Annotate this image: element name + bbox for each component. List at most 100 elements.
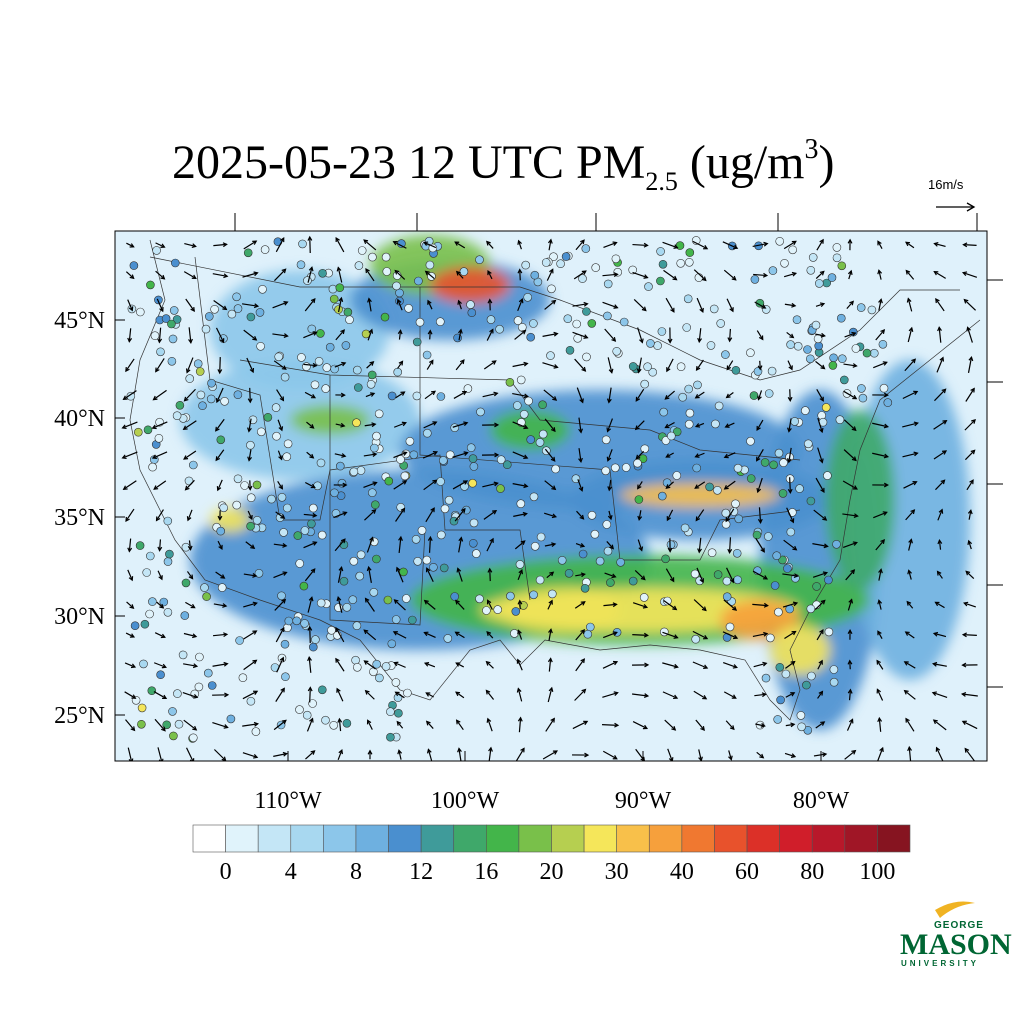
wind-vector <box>337 296 344 313</box>
wind-shaft <box>275 511 285 519</box>
wind-shaft <box>306 451 314 459</box>
station <box>516 499 526 509</box>
wind-shaft <box>844 332 856 338</box>
wind-head <box>253 303 260 309</box>
wind-vector <box>398 535 403 554</box>
wind-head <box>340 538 346 544</box>
colorbar-swatch <box>714 824 748 853</box>
wind-head <box>130 726 136 732</box>
wind-vector <box>785 692 796 698</box>
wind-vector <box>364 689 375 700</box>
station <box>786 340 795 349</box>
wind-shaft <box>964 748 976 761</box>
station <box>401 594 411 603</box>
station <box>352 662 362 672</box>
wind-vector <box>487 298 493 311</box>
station <box>335 461 345 471</box>
wind-head <box>365 268 370 274</box>
wind-vector <box>903 481 918 489</box>
wind-shaft <box>363 481 377 489</box>
station <box>524 396 533 406</box>
wind-head <box>152 395 158 401</box>
wind-head <box>281 719 287 725</box>
wind-head <box>456 567 462 573</box>
wind-shaft <box>757 390 763 400</box>
wind-head <box>697 337 703 344</box>
wind-head <box>883 482 889 488</box>
station <box>666 540 676 550</box>
wind-vector <box>155 242 166 248</box>
station <box>316 329 325 338</box>
station <box>173 689 182 698</box>
station <box>407 615 417 625</box>
wind-head <box>848 718 854 724</box>
wind-vector <box>337 566 344 583</box>
wind-shaft <box>125 358 135 372</box>
wind-shaft <box>903 481 917 489</box>
wind-vector <box>364 597 375 612</box>
wind-vector <box>217 540 223 551</box>
wind-shaft <box>788 447 792 463</box>
wind-shaft <box>848 689 852 701</box>
wind-shaft <box>875 329 885 341</box>
colorbar-label: 80 <box>800 859 824 885</box>
wind-shaft <box>396 567 404 583</box>
concentration-area <box>430 267 510 303</box>
wind-head <box>129 604 135 609</box>
station <box>707 548 717 558</box>
wind-head <box>968 355 974 362</box>
station <box>583 629 593 639</box>
wind-vector <box>875 539 886 551</box>
wind-vector <box>367 328 374 341</box>
wind-head <box>818 659 823 665</box>
wind-vector <box>964 747 976 761</box>
wind-shaft <box>122 451 138 459</box>
wind-shaft <box>783 539 797 551</box>
station <box>836 313 846 323</box>
wind-shaft <box>905 241 915 249</box>
wind-shaft <box>725 422 735 428</box>
wind-vector <box>215 571 226 579</box>
wind-vector <box>784 630 797 639</box>
station <box>783 564 792 573</box>
station <box>240 481 249 490</box>
wind-vector <box>454 507 466 522</box>
wind-shaft <box>933 632 947 638</box>
wind-head <box>280 687 285 693</box>
station <box>353 383 363 392</box>
wind-head <box>485 660 491 666</box>
station <box>776 695 785 705</box>
station <box>425 260 435 270</box>
wind-vector <box>666 358 674 373</box>
colorbar-swatch <box>811 824 846 853</box>
wind-vector <box>125 632 136 638</box>
wind-shaft <box>695 422 705 428</box>
wind-head <box>521 329 527 335</box>
wind-head <box>310 393 317 399</box>
wind-shaft <box>273 543 287 547</box>
station <box>633 458 642 468</box>
wind-head <box>455 719 461 725</box>
wind-head <box>606 456 612 462</box>
wind-vector <box>906 600 914 609</box>
wind-head <box>312 362 318 368</box>
wind-head <box>459 359 465 365</box>
wind-vector <box>872 392 889 398</box>
wind-vector <box>395 507 406 522</box>
wind-vector <box>908 538 913 551</box>
station <box>167 319 176 329</box>
wind-head <box>282 751 288 757</box>
station <box>658 259 668 269</box>
wind-vector <box>545 717 555 732</box>
wind-shaft <box>368 567 372 583</box>
station <box>806 496 816 506</box>
wind-shaft <box>815 271 825 279</box>
wind-head <box>121 454 127 460</box>
wind-head <box>963 601 969 607</box>
wind-vector <box>578 417 584 434</box>
wind-shaft <box>962 693 978 697</box>
wind-head <box>819 238 824 244</box>
wind-head <box>455 270 461 276</box>
station <box>413 556 423 566</box>
station <box>549 252 558 262</box>
